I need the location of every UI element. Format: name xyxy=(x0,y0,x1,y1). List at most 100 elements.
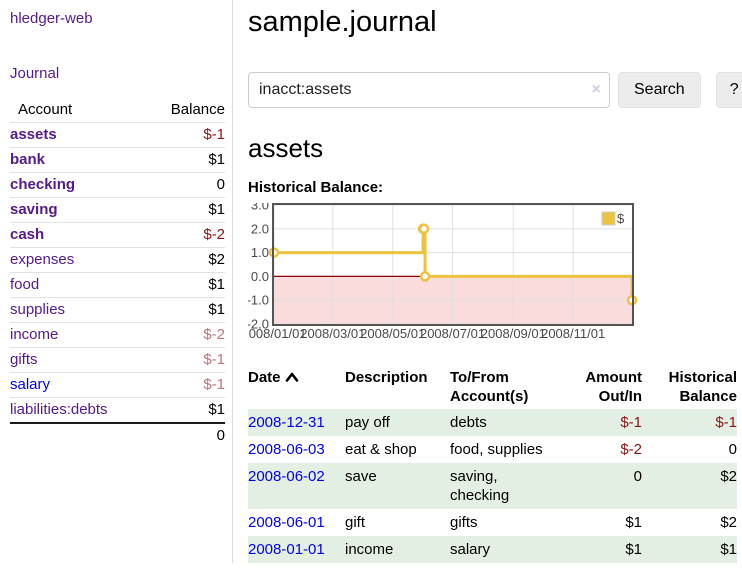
svg-text:3.0: 3.0 xyxy=(251,203,269,213)
account-row: assets $-1 xyxy=(10,122,225,148)
transaction-date-link[interactable]: 2008-01-01 xyxy=(248,541,325,558)
account-link[interactable]: salary xyxy=(10,376,51,393)
svg-text:2.0: 2.0 xyxy=(251,221,269,236)
account-link[interactable]: assets xyxy=(10,126,57,143)
svg-text:-2.0: -2.0 xyxy=(248,317,269,332)
transaction-date-link[interactable]: 2008-12-31 xyxy=(248,414,325,431)
clear-search-icon[interactable]: × xyxy=(591,81,601,98)
main-content: sample.journal × Search ? assets Histori… xyxy=(233,0,742,563)
svg-text:2008/11/01: 2008/11/01 xyxy=(541,326,605,341)
svg-text:0.0: 0.0 xyxy=(251,269,269,284)
transaction-description: income xyxy=(345,541,394,558)
amount-column-header: Amount Out/In xyxy=(585,369,642,405)
account-balance: $-1 xyxy=(148,122,225,148)
svg-text:2008/07/01: 2008/07/01 xyxy=(420,326,485,341)
search-button[interactable]: Search xyxy=(618,72,701,108)
transaction-accounts: salary xyxy=(450,541,491,558)
transaction-accounts: debts xyxy=(450,414,487,431)
svg-text:$: $ xyxy=(617,211,625,226)
account-row: supplies $1 xyxy=(10,297,225,323)
sidebar-item-journal[interactable]: Journal xyxy=(10,65,60,82)
sort-ascending-icon xyxy=(285,372,298,382)
transaction-accounts: gifts xyxy=(450,514,478,531)
account-link[interactable]: cash xyxy=(10,226,45,243)
help-button[interactable]: ? xyxy=(715,72,742,108)
register-header-row: Date Description To/From Account(s) Amou… xyxy=(248,365,737,409)
account-row: income $-2 xyxy=(10,322,225,348)
svg-text:1.0: 1.0 xyxy=(251,245,269,260)
account-row: food $1 xyxy=(10,272,225,298)
balance-column-header: Balance xyxy=(148,98,225,123)
transaction-balance: 0 xyxy=(728,441,737,458)
account-heading: assets xyxy=(248,133,324,163)
transaction-description: save xyxy=(345,468,377,485)
account-row: saving $1 xyxy=(10,197,225,223)
account-link[interactable]: gifts xyxy=(10,351,38,368)
account-row: salary $-1 xyxy=(10,372,225,398)
search-input[interactable] xyxy=(248,72,610,108)
accounts-column-header: To/From Account(s) xyxy=(450,369,529,405)
transaction-accounts: food, supplies xyxy=(450,441,543,458)
transaction-description: eat & shop xyxy=(345,441,417,458)
transaction-date-link[interactable]: 2008-06-02 xyxy=(248,468,325,485)
transaction-balance: $2 xyxy=(720,468,737,485)
date-column-header[interactable]: Date xyxy=(248,365,345,409)
account-link[interactable]: liabilities:debts xyxy=(10,401,108,418)
account-link[interactable]: checking xyxy=(10,176,76,193)
transaction-row: 2008-12-31 pay off debts $-1 $-1 xyxy=(248,409,737,436)
svg-text:2008/09/01: 2008/09/01 xyxy=(481,326,546,341)
account-column-header: Account xyxy=(10,98,149,123)
transaction-date-link[interactable]: 2008-06-03 xyxy=(248,441,325,458)
transaction-amount: $-2 xyxy=(620,441,642,458)
account-balance: 0 xyxy=(148,172,225,198)
account-balance: $1 xyxy=(148,397,225,424)
transaction-row: 2008-06-02 save saving, checking 0 $2 xyxy=(248,463,737,509)
transaction-row: 2008-06-03 eat & shop food, supplies $-2… xyxy=(248,436,737,463)
transaction-description: gift xyxy=(345,514,366,531)
svg-text:2008/01/01: 2008/01/01 xyxy=(248,326,307,341)
transaction-date-link[interactable]: 2008-06-01 xyxy=(248,514,325,531)
transaction-balance: $2 xyxy=(720,514,737,531)
transaction-amount: 0 xyxy=(633,468,642,485)
accounts-total-row: 0 xyxy=(10,422,225,448)
account-balance: $-1 xyxy=(148,347,225,373)
transaction-balance: $1 xyxy=(720,541,737,558)
account-link[interactable]: bank xyxy=(10,151,46,168)
transaction-accounts: saving, checking xyxy=(450,468,510,504)
account-link[interactable]: expenses xyxy=(10,251,75,268)
account-tree: Account Balance assets $-1 bank xyxy=(10,98,225,448)
transaction-balance: $-1 xyxy=(715,414,737,431)
account-balance: $2 xyxy=(148,247,225,273)
transaction-row: 2008-01-01 income salary $1 $1 xyxy=(248,536,737,563)
transaction-amount: $1 xyxy=(625,514,642,531)
account-row: bank $1 xyxy=(10,147,225,173)
account-balance: $1 xyxy=(148,197,225,223)
account-row: cash $-2 xyxy=(10,222,225,248)
svg-text:2008/05/01: 2008/05/01 xyxy=(360,326,425,341)
transaction-description: pay off xyxy=(345,414,390,431)
search-form: × Search ? xyxy=(248,72,742,108)
svg-text:-1.0: -1.0 xyxy=(248,293,269,308)
account-link[interactable]: saving xyxy=(10,201,58,218)
account-balance: $-2 xyxy=(148,322,225,348)
account-row: checking 0 xyxy=(10,172,225,198)
register-table: Date Description To/From Account(s) Amou… xyxy=(248,365,737,563)
account-balance: $-1 xyxy=(148,372,225,398)
account-row: expenses $2 xyxy=(10,247,225,273)
transaction-amount: $-1 xyxy=(620,414,642,431)
account-row: gifts $-1 xyxy=(10,347,225,373)
balance-chart: $3.0 2.0 1.0 0.0 -1.0 -2.02008/01/012008/03/0… xyxy=(248,203,638,341)
page: hledger-web Journal Account Balance asse… xyxy=(10,0,742,563)
app-title-link[interactable]: hledger-web xyxy=(10,10,93,27)
account-link[interactable]: food xyxy=(10,276,40,293)
account-balance: $1 xyxy=(148,272,225,298)
account-row: liabilities:debts $1 xyxy=(10,397,225,424)
chart-title: Historical Balance: xyxy=(248,179,384,196)
description-column-header: Description xyxy=(345,369,428,386)
account-balance: $1 xyxy=(148,147,225,173)
transaction-amount: $1 xyxy=(625,541,642,558)
account-link[interactable]: supplies xyxy=(10,301,66,318)
account-link[interactable]: income xyxy=(10,326,59,343)
balance-column-header-main: Historical Balance xyxy=(668,369,737,405)
transaction-row: 2008-06-01 gift gifts $1 $2 xyxy=(248,509,737,536)
